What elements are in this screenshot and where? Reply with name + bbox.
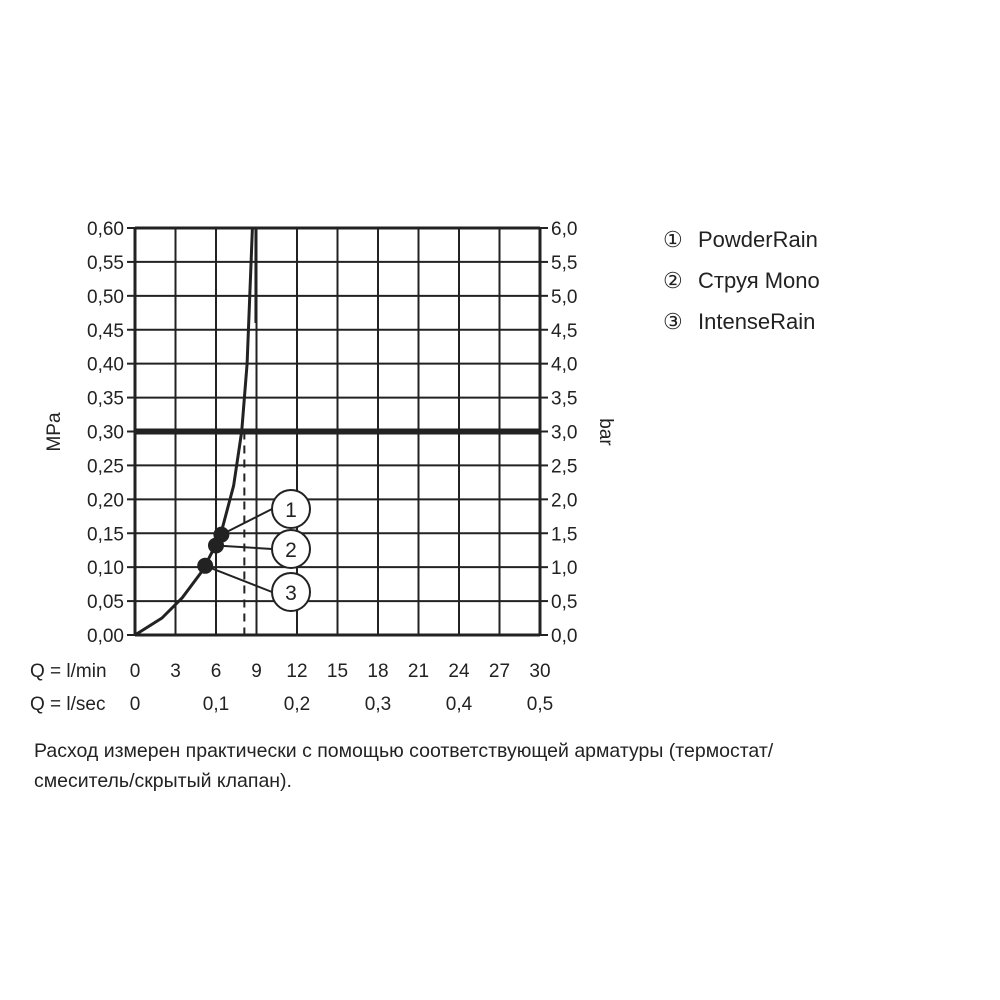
marker-leader-line <box>204 564 273 593</box>
chart-legend: ① PowderRain ② Струя Mono ③ IntenseRain <box>663 227 820 334</box>
marker-number: 2 <box>285 539 297 562</box>
x-axis-lsec-label: Q = l/sec <box>30 694 106 715</box>
y-right-tick-label: 1,5 <box>551 524 577 545</box>
y-right-tick-label: 6,0 <box>551 219 577 240</box>
marker-leader-line <box>220 508 273 536</box>
x-lsec-tick-label: 0,1 <box>203 694 229 715</box>
data-point <box>197 557 214 574</box>
y-left-tick-label: 0,15 <box>87 524 124 545</box>
marker-number: 3 <box>285 582 297 605</box>
y-right-tick-label: 1,0 <box>551 558 577 579</box>
y-left-tick-label: 0,35 <box>87 389 124 410</box>
x-lsec-tick-label: 0,3 <box>365 694 391 715</box>
marker-number: 1 <box>285 499 297 522</box>
y-right-tick-label: 0,0 <box>551 626 577 647</box>
x-lmin-tick-label: 27 <box>489 661 510 682</box>
x-lsec-tick-label: 0,5 <box>527 694 553 715</box>
y-right-axis-title: bar <box>595 418 616 446</box>
y-left-tick-labels: 0,00 0,05 0,10 0,15 0,20 0,25 0,30 0,35 0,40 0,45… <box>87 219 124 647</box>
legend-label: IntenseRain <box>698 309 815 334</box>
y-right-tick-label: 5,0 <box>551 287 577 308</box>
y-left-tick-label: 0,60 <box>87 219 124 240</box>
y-left-tick-label: 0,45 <box>87 321 124 342</box>
y-right-tick-labels: 0,0 0,5 1,0 1,5 2,0 2,5 3,0 3,5 4,0 4,5 5,0 5,5 6,0 <box>551 219 577 647</box>
y-left-tick-label: 0,25 <box>87 456 124 477</box>
flow-curve <box>134 227 254 637</box>
x-lmin-tick-label: 9 <box>251 661 262 682</box>
y-left-tick-label: 0,00 <box>87 626 124 647</box>
marker-circle <box>271 572 311 612</box>
y-left-tick-label: 0,30 <box>87 423 124 444</box>
legend-label: Струя Mono <box>698 268 820 293</box>
x-axis-lsec-tick-labels: 0 0,1 0,2 0,3 0,4 0,5 <box>130 694 554 715</box>
legend-marker: ① <box>663 227 683 252</box>
y-right-tick-label: 2,5 <box>551 456 577 477</box>
y-left-tick-label: 0,20 <box>87 490 124 511</box>
y-left-tick-label: 0,55 <box>87 253 124 274</box>
x-lsec-tick-label: 0 <box>130 694 141 715</box>
legend-label: PowderRain <box>698 227 818 252</box>
footnote-line-2: смеситель/скрытый клапан). <box>34 770 292 792</box>
y-right-tick-label: 4,0 <box>551 355 577 376</box>
y-left-tick-label: 0,50 <box>87 287 124 308</box>
chart-markers: 1 2 3 <box>197 489 311 612</box>
footnote-line-1: Расход измерен практически с помощью соо… <box>34 740 774 762</box>
marker-circle <box>271 529 311 569</box>
y-right-tick-label: 3,0 <box>551 423 577 444</box>
legend-marker: ② <box>663 268 683 293</box>
y-left-axis-title: MPa <box>44 412 65 452</box>
y-left-tick-label: 0,10 <box>87 558 124 579</box>
x-axis-lmin-tick-labels: 0 3 6 9 12 15 18 21 24 27 30 <box>130 661 551 682</box>
x-lmin-tick-label: 6 <box>211 661 222 682</box>
y-right-tick-label: 0,5 <box>551 592 577 613</box>
y-right-tick-label: 4,5 <box>551 321 577 342</box>
marker-leader-line <box>215 544 273 550</box>
x-lsec-tick-label: 0,2 <box>284 694 310 715</box>
marker-circle <box>271 489 311 529</box>
x-axis-lmin-label: Q = l/min <box>30 661 107 682</box>
y-right-tick-label: 3,5 <box>551 389 577 410</box>
legend-marker: ③ <box>663 309 683 334</box>
x-lmin-tick-label: 18 <box>367 661 388 682</box>
x-lmin-tick-label: 0 <box>130 661 141 682</box>
x-lmin-tick-label: 21 <box>408 661 429 682</box>
y-left-tick-label: 0,40 <box>87 355 124 376</box>
x-lsec-tick-label: 0,4 <box>446 694 473 715</box>
y-right-tick-label: 2,0 <box>551 490 577 511</box>
x-lmin-tick-label: 15 <box>327 661 348 682</box>
footnote: Расход измерен практически с помощью соо… <box>34 736 974 796</box>
x-lmin-tick-label: 30 <box>529 661 550 682</box>
y-left-tick-label: 0,05 <box>87 592 124 613</box>
x-lmin-tick-label: 24 <box>448 661 470 682</box>
x-lmin-tick-label: 12 <box>286 661 307 682</box>
x-lmin-tick-label: 3 <box>170 661 181 682</box>
chart-series <box>134 227 540 637</box>
data-point <box>208 537 224 554</box>
y-right-tick-label: 5,5 <box>551 253 577 274</box>
